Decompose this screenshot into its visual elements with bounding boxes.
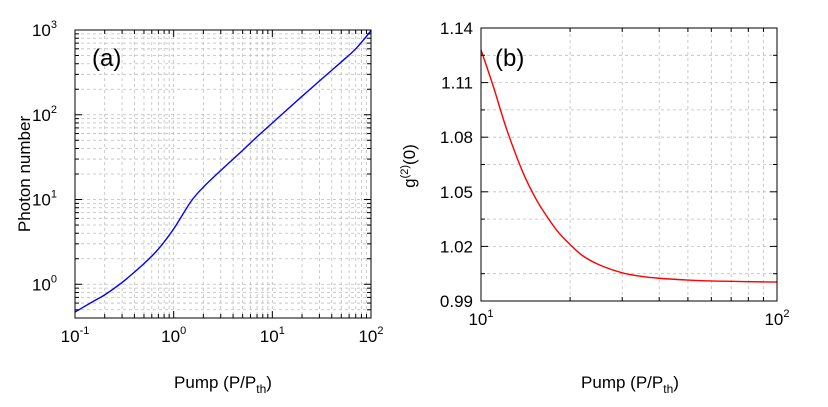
a-x-axis-label-main: Pump (P/P	[174, 373, 256, 392]
a-y-tick-label: 103	[32, 19, 57, 40]
a-x-axis-label-close: )	[266, 373, 272, 392]
b-x-axis-label: Pump (P/Pth)	[581, 373, 679, 396]
b-x-tick-label: 101	[468, 308, 493, 329]
b-y-tick-label: 1.02	[440, 237, 473, 256]
a-x-tick-label-base: 10	[260, 327, 279, 346]
b-grid	[481, 28, 777, 301]
a-y-tick-label-base: 10	[32, 21, 51, 40]
a-x-tick-label-exp: 0	[180, 325, 186, 337]
a-x-axis-label-sub: th	[256, 382, 266, 396]
b-x-tick-label-base: 10	[764, 310, 783, 329]
a-grid	[75, 30, 371, 318]
a-y-tick-label-exp: 0	[51, 273, 57, 285]
b-y-axis-label-sup: (2)	[399, 165, 411, 178]
b-x-tick-label: 102	[764, 308, 789, 329]
b-y-tick-label: 0.99	[440, 292, 473, 311]
b-x-tick-label-exp: 1	[487, 308, 493, 320]
b-x-tick-label-exp: 2	[783, 308, 789, 320]
b-panel-label: (b)	[495, 45, 524, 72]
b-y-axis-label: g(2)(0)	[399, 144, 419, 188]
b-x-tick-label-base: 10	[468, 310, 487, 329]
a-y-tick-label-exp: 1	[51, 189, 57, 201]
a-x-axis-label: Pump (P/Pth)	[174, 373, 272, 396]
a-x-tick-label-exp: 1	[279, 325, 285, 337]
b-y-axis-label-main: g	[400, 178, 419, 187]
b-y-tick-label: 1.11	[441, 74, 473, 93]
b-y-axis-label-close: (0)	[400, 144, 419, 165]
b-x-axis-label-close: )	[673, 373, 679, 392]
b-x-axis-label-main: Pump (P/P	[581, 373, 663, 392]
a-x-tick-label-exp: 2	[377, 325, 383, 337]
b-x-axis-label-sub: th	[663, 382, 673, 396]
b-series-line-0	[480, 49, 778, 283]
a-x-tick-label-base: 10	[358, 327, 377, 346]
a-y-tick-label-base: 10	[32, 191, 51, 210]
b-y-tick-label: 1.08	[440, 128, 473, 147]
b-y-tick-label: 1.05	[440, 183, 473, 202]
a-y-axis-label: Photon number	[15, 116, 34, 233]
a-y-tick-label: 102	[32, 104, 57, 125]
a-y-tick-label-exp: 2	[51, 104, 57, 116]
a-x-tick-label-exp: -1	[80, 325, 90, 337]
a-y-tick-label: 101	[32, 189, 57, 210]
a-x-tick-label-base: 10	[61, 327, 80, 346]
a-series-line-0	[74, 30, 372, 313]
a-y-tick-label-exp: 3	[51, 19, 57, 31]
a-y-tick-label-base: 10	[32, 106, 51, 125]
a-x-tick-label: 10-1	[61, 325, 90, 346]
b-y-tick-label: 1.14	[440, 19, 473, 38]
a-x-tick-label-base: 10	[161, 327, 180, 346]
a-x-tick-label: 100	[161, 325, 186, 346]
a-x-tick-label: 101	[260, 325, 285, 346]
a-y-tick-label-base: 10	[32, 275, 51, 294]
a-x-tick-label: 102	[358, 325, 383, 346]
a-panel-label: (a)	[92, 45, 121, 72]
a-y-tick-label: 100	[32, 273, 57, 294]
b-series	[480, 49, 778, 283]
a-series	[74, 30, 372, 313]
